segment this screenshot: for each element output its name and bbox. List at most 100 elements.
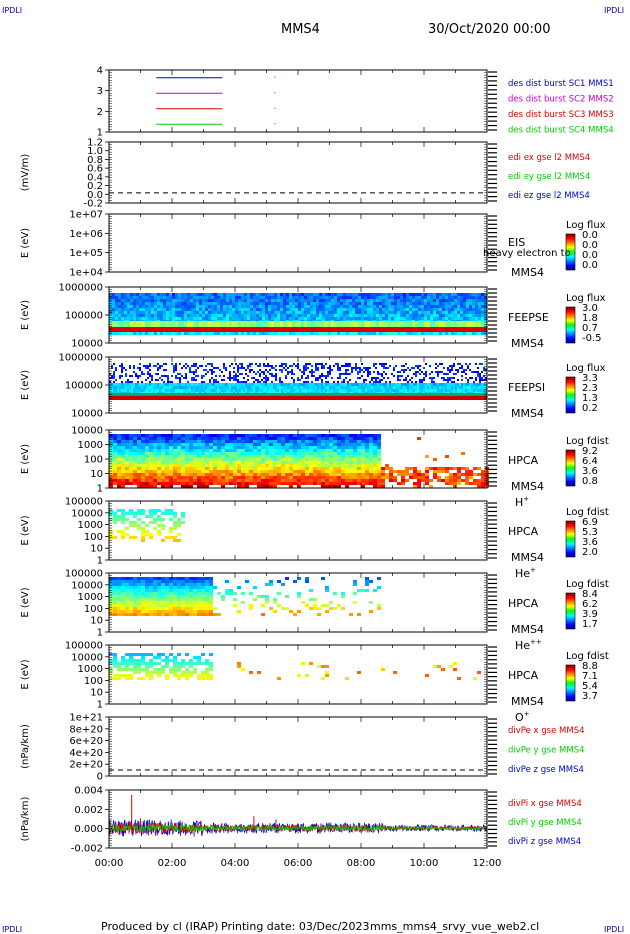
- heat-cell: [441, 377, 443, 379]
- heat-cell: [109, 473, 113, 476]
- heat-cell: [327, 371, 329, 373]
- heat-cell: [475, 308, 478, 311]
- heat-cell: [109, 485, 113, 488]
- heat-cell: [265, 443, 269, 446]
- heat-cell: [273, 476, 277, 479]
- heat-cell: [355, 365, 357, 367]
- heat-cell: [345, 389, 347, 392]
- heat-cell: [298, 321, 301, 327]
- heat-cell: [154, 302, 157, 305]
- heat-cell: [454, 308, 457, 311]
- heat-cell: [457, 308, 460, 311]
- heat-cell: [289, 455, 293, 458]
- heat-cell: [349, 314, 352, 317]
- heat-cell: [367, 373, 369, 375]
- heat-cell: [289, 299, 292, 302]
- heat-cell: [269, 443, 273, 446]
- heat-cell: [382, 332, 385, 335]
- heat-cell: [202, 296, 205, 299]
- heat-cell: [295, 383, 297, 386]
- heat-cell: [133, 482, 137, 485]
- heat-cell: [373, 386, 375, 389]
- heat-cell: [115, 311, 118, 314]
- heat-cell: [295, 299, 298, 302]
- heat-cell: [469, 386, 471, 389]
- heat-cell: [297, 383, 299, 386]
- heat-cell: [437, 389, 439, 392]
- heat-cell: [429, 389, 431, 392]
- colorbar-tick-label: 0.2: [582, 403, 598, 414]
- y-tick-label: 1e+05: [69, 248, 103, 259]
- heat-cell: [382, 293, 385, 296]
- heat-cell: [373, 317, 376, 320]
- heat-cell: [205, 473, 209, 476]
- heat-cell: [233, 476, 237, 479]
- heat-cell: [409, 299, 412, 302]
- heat-cell: [175, 308, 178, 311]
- heat-cell: [130, 299, 133, 302]
- heat-cell: [141, 373, 143, 375]
- heat-cell: [364, 293, 367, 296]
- heat-cell: [325, 296, 328, 299]
- heat-cell: [317, 379, 319, 381]
- heat-cell: [465, 373, 467, 375]
- heat-cell: [181, 470, 185, 473]
- heat-cell: [403, 302, 406, 305]
- heat-cell: [269, 473, 273, 476]
- heat-cell: [313, 476, 317, 479]
- heat-cell: [172, 293, 175, 296]
- heat-cell: [463, 389, 465, 392]
- heat-cell: [255, 373, 257, 375]
- heat-cell: [454, 317, 457, 320]
- heat-cell: [117, 479, 121, 482]
- heat-cell: [427, 308, 430, 311]
- heat-cell: [385, 305, 388, 308]
- heat-cell: [471, 371, 473, 373]
- heat-cell: [141, 464, 145, 467]
- heat-cell: [241, 365, 243, 367]
- heat-cell: [161, 443, 165, 446]
- heat-cell: [361, 299, 364, 302]
- heat-cell: [201, 389, 203, 392]
- heat-cell: [153, 437, 157, 440]
- heat-cell: [115, 386, 117, 389]
- heat-cell: [245, 386, 247, 389]
- heat-cell: [307, 332, 310, 335]
- y-tick-label: 0.6: [87, 164, 103, 175]
- y-tick-label: 0.0: [87, 190, 103, 201]
- heat-cell: [223, 332, 226, 335]
- heat-cell: [401, 386, 403, 389]
- heat-cell: [151, 389, 153, 392]
- panel-frame: [108, 141, 488, 204]
- heat-cell: [473, 381, 475, 383]
- heat-cell: [358, 332, 361, 335]
- heat-cell: [475, 321, 478, 327]
- heat-cell: [466, 299, 469, 302]
- heat-cell: [263, 365, 265, 367]
- heat-cell: [193, 373, 195, 375]
- heat-cell: [275, 379, 277, 381]
- heat-cell: [109, 476, 113, 479]
- heat-cell: [313, 311, 316, 314]
- heat-cell: [337, 386, 339, 389]
- heat-cell: [149, 461, 153, 464]
- heat-cell: [157, 455, 161, 458]
- heat-cell: [337, 293, 340, 296]
- heat-cell: [205, 464, 209, 467]
- heat-cell: [355, 296, 358, 299]
- heat-cell: [227, 386, 229, 389]
- heat-cell: [262, 302, 265, 305]
- heat-cell: [119, 389, 121, 392]
- heat-cell: [269, 467, 273, 470]
- heat-cell: [293, 434, 297, 437]
- heat-cell: [303, 369, 305, 371]
- heat-cell: [137, 443, 141, 446]
- heat-cell: [295, 314, 298, 317]
- heat-cell: [173, 383, 175, 386]
- heat-cell: [460, 293, 463, 296]
- heat-cell: [297, 437, 301, 440]
- heat-cell: [453, 383, 455, 386]
- heat-cell: [298, 293, 301, 296]
- heat-cell: [135, 383, 137, 386]
- heat-cell: [379, 381, 381, 383]
